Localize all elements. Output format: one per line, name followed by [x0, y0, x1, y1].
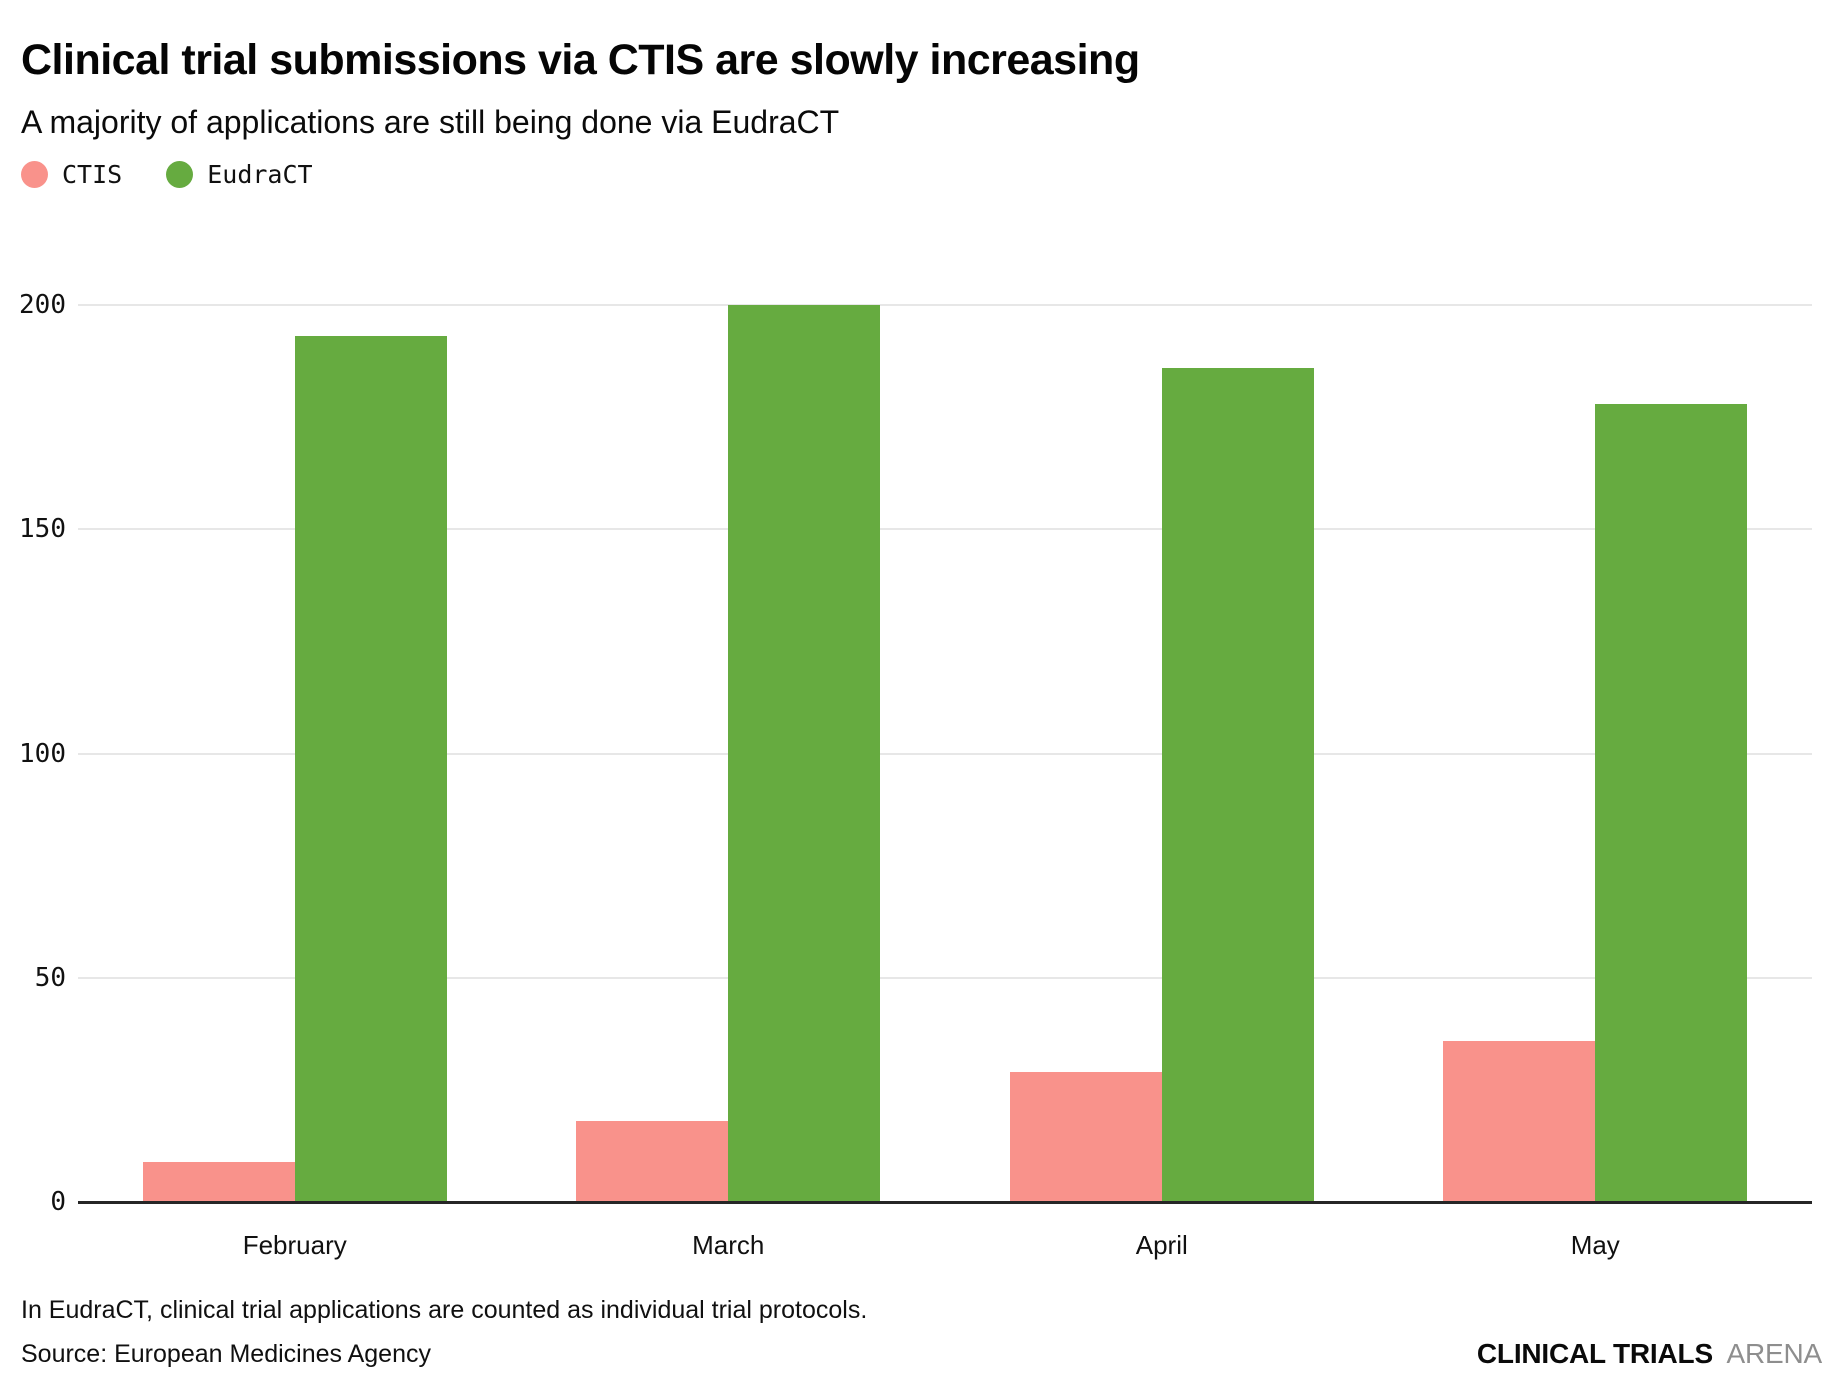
x-axis-label-february: February [242, 1230, 347, 1260]
publisher-logo-light: ARENA [1726, 1338, 1823, 1369]
page-subtitle: A majority of applications are still bei… [21, 104, 840, 140]
x-axis-label-march: March [692, 1230, 765, 1260]
chart-source: Source: European Medicines Agency [21, 1340, 431, 1368]
x-axis-label-may: May [1570, 1230, 1620, 1260]
y-tick-label-150: 150 [19, 514, 66, 545]
x-axis-label-april: April [1135, 1230, 1188, 1260]
bar-eudract-february [294, 336, 447, 1202]
bar-ctis-march [576, 1121, 729, 1202]
y-tick-label-200: 200 [19, 290, 66, 320]
legend: CTIS EudraCT [21, 160, 313, 189]
bar-eudract-april [1161, 367, 1314, 1202]
publisher-logo: CLINICAL TRIALS ARENA [1477, 1338, 1822, 1370]
legend-label-eudract: EudraCT [207, 160, 313, 189]
bar-ctis-april [1009, 1071, 1162, 1202]
gridline-50 [78, 976, 1812, 979]
legend-dot-eudract-icon [166, 161, 194, 188]
gridline-150 [78, 528, 1812, 531]
bar-chart: 0 50 100 150 200 February March April May [0, 290, 1840, 1260]
chart-footnote: In EudraCT, clinical trial applications … [21, 1296, 868, 1324]
bar-eudract-may [1595, 403, 1748, 1202]
legend-dot-ctis-icon [21, 161, 48, 188]
y-tick-label-100: 100 [19, 738, 66, 769]
bar-eudract-march [728, 305, 881, 1202]
plot-area [78, 304, 1812, 1204]
x-axis-line [78, 1201, 1812, 1204]
legend-item-ctis: CTIS [21, 160, 122, 189]
bar-ctis-may [1443, 1040, 1596, 1202]
gridline-200 [78, 304, 1812, 306]
gridline-100 [78, 752, 1812, 755]
publisher-logo-bold: CLINICAL TRIALS [1476, 1338, 1713, 1369]
legend-label-ctis: CTIS [62, 160, 123, 189]
y-tick-label-0: 0 [50, 1187, 66, 1217]
page-title: Clinical trial submissions via CTIS are … [21, 36, 1140, 84]
y-tick-label-50: 50 [34, 962, 66, 993]
legend-item-eudract: EudraCT [166, 160, 313, 189]
bar-ctis-february [142, 1161, 295, 1202]
